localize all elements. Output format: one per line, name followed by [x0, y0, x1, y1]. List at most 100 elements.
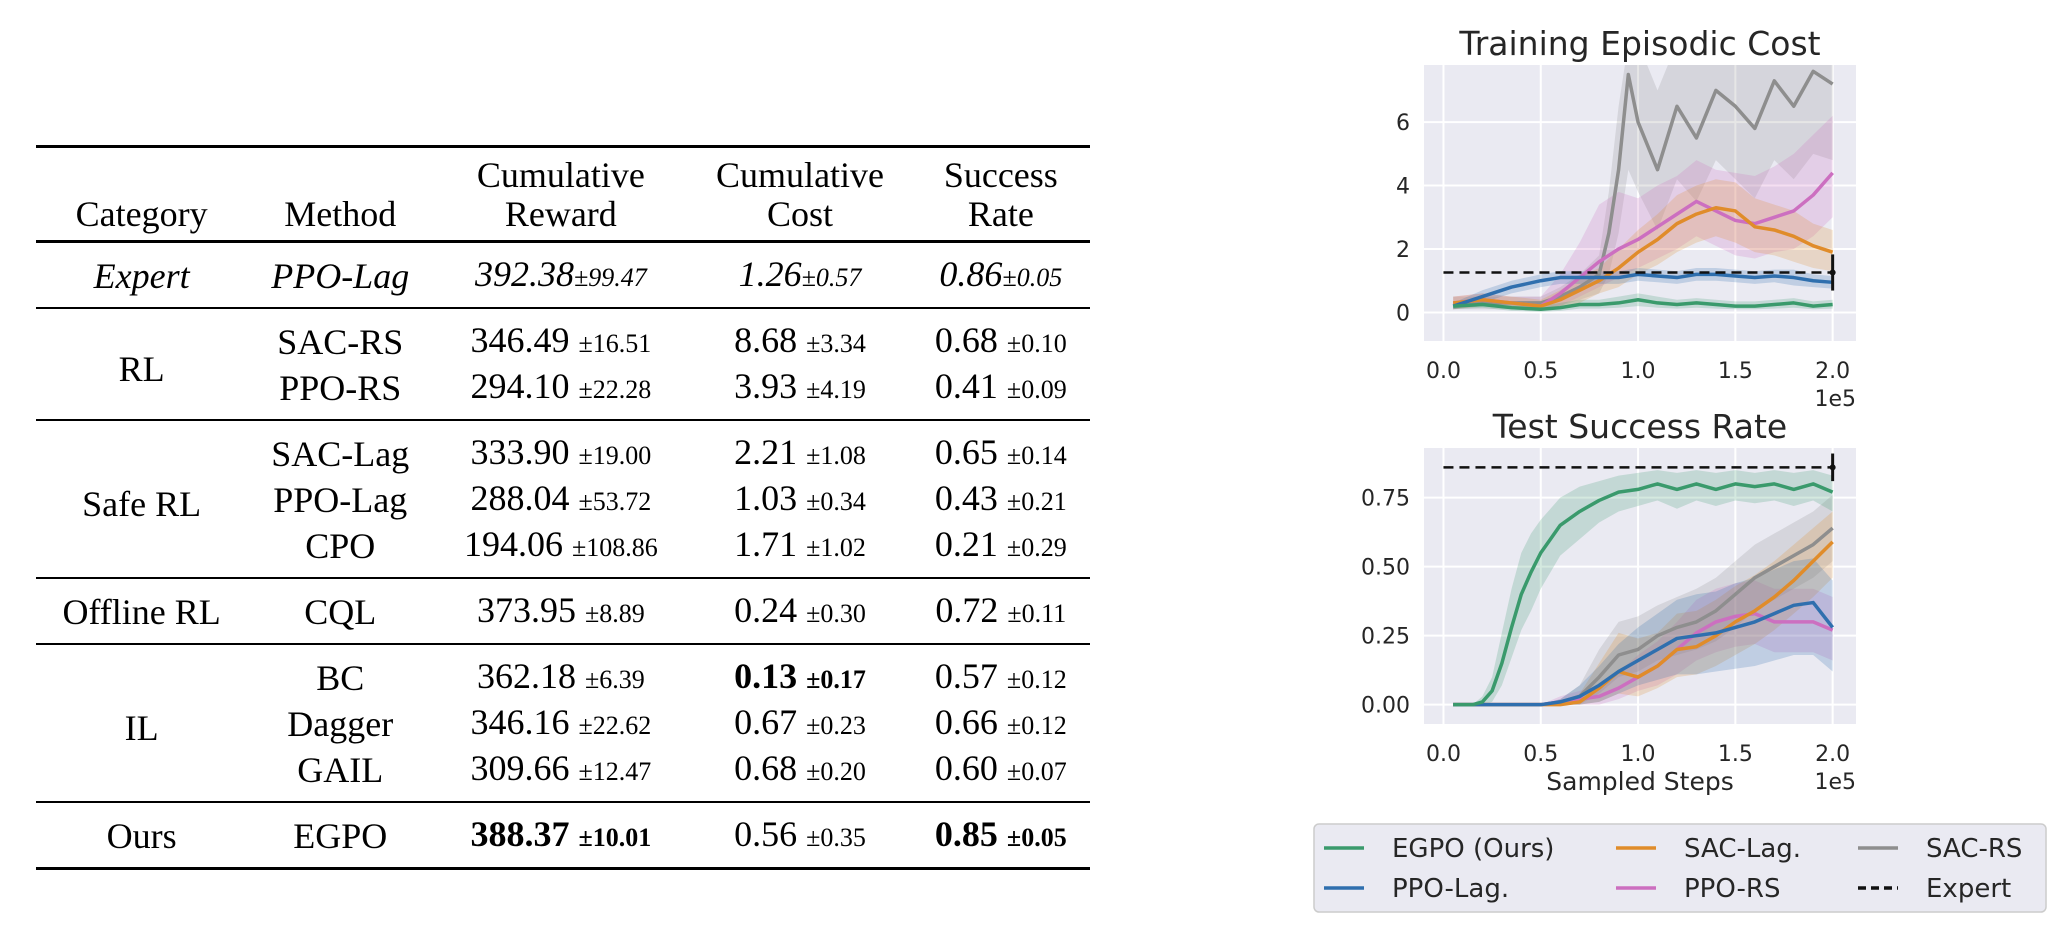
expert-marker [1829, 269, 1836, 276]
cost-mean: 1.03 [734, 478, 798, 518]
legend-label: SAC-Lag. [1684, 834, 1801, 864]
table-row: GAIL 309.66 ±12.47 0.68 ±0.20 0.60 ±0.07 [36, 747, 1090, 802]
header-method: Method [284, 194, 397, 234]
table-row: Expert PPO-Lag 392.38±99.47 1.26±0.57 0.86±0… [36, 242, 1090, 309]
x-axis-label: Sampled Steps [1546, 767, 1734, 796]
legend-box [1313, 823, 2047, 913]
reward-std: ±99.47 [573, 263, 647, 292]
reward-cell: 373.95 ±8.89 [433, 578, 688, 644]
chart-legend: EGPO (Ours) SAC-Lag. SAC-RS PPO-Lag. PPO-RS E… [1313, 823, 2047, 913]
cost-std: ±3.34 [806, 329, 866, 358]
reward-mean: 288.04 [470, 478, 570, 518]
success-rate-cell: 0.57 ±0.12 [912, 644, 1090, 701]
success-mean: 0.57 [934, 656, 998, 696]
reward-std: ±19.00 [578, 441, 652, 470]
cost-mean: 0.13 [734, 656, 798, 696]
chart-test-success-rate: 0.0 0.5 1.0 1.5 2.0 0.00 0.25 0.50 0.75 1e5 Test S… [1361, 407, 1856, 796]
reward-std: ±12.47 [578, 757, 652, 786]
method-cell: PPO-RS [279, 368, 402, 408]
category-cell: Offline RL [62, 592, 221, 632]
reward-mean: 388.37 [470, 814, 570, 854]
results-table-container: Category Method Cumulative Reward Cumulat… [36, 145, 1090, 870]
reward-mean: 373.95 [476, 590, 576, 630]
charts-svg: 0.0 0.5 1.0 1.5 2.0 0 2 4 6 1e5 Training Episodic … [1313, 24, 2047, 913]
reward-std: ±16.51 [578, 329, 652, 358]
legend-item: SAC-RS [1858, 834, 2022, 864]
table-row: Dagger 346.16 ±22.62 0.67 ±0.23 0.66 ±0.12 [36, 701, 1090, 747]
legend-label: PPO-RS [1684, 874, 1781, 904]
cost-cell: 1.71 ±1.02 [688, 523, 911, 578]
success-std: ±0.21 [1006, 487, 1067, 516]
cost-mean: 1.26 [738, 254, 802, 294]
success-rate-cell: 0.43 ±0.21 [912, 477, 1090, 523]
y-tick-label: 0.50 [1361, 556, 1410, 581]
header-success-rate: Success Rate [943, 155, 1058, 234]
method-cell: EGPO [293, 816, 388, 856]
success-mean: 0.41 [934, 366, 998, 406]
method-cell: Dagger [287, 704, 394, 744]
method-cell: SAC-RS [277, 322, 404, 362]
table-group-safe-rl: Safe RL SAC-Lag 333.90 ±19.00 2.21 ±1.08 0.6… [36, 420, 1090, 578]
reward-std: ±22.62 [578, 711, 652, 740]
x-tick-label: 1.0 [1621, 742, 1656, 767]
cost-std: ±0.57 [801, 263, 862, 292]
reward-cell: 392.38±99.47 [433, 242, 688, 309]
y-tick-label: 0 [1396, 301, 1410, 326]
success-rate-cell: 0.68 ±0.10 [912, 308, 1090, 365]
reward-mean: 392.38 [474, 254, 574, 294]
reward-std: ±8.89 [584, 599, 645, 628]
reward-cell: 294.10 ±22.28 [433, 365, 688, 420]
cost-cell: 8.68 ±3.34 [688, 308, 911, 365]
series-line-ppo-lag- [1453, 600, 1835, 707]
success-std: ±0.09 [1006, 375, 1067, 404]
reward-std: ±10.01 [578, 823, 652, 852]
cost-mean: 0.68 [734, 748, 798, 788]
x-tick-label: 0.0 [1426, 742, 1461, 767]
category-cell: Ours [106, 816, 177, 856]
header-category: Category [75, 194, 208, 234]
plot-background [1424, 65, 1856, 341]
table-row: IL BC 362.18 ±6.39 0.13 ±0.17 0.57 ±0.12 [36, 644, 1090, 748]
cost-cell: 0.56 ±0.35 [688, 802, 911, 869]
table-group-il: IL BC 362.18 ±6.39 0.13 ±0.17 0.57 ±0.12 Dagg… [36, 644, 1090, 802]
reward-cell: 309.66 ±12.47 [433, 747, 688, 802]
series-line-ppo-lag- [1452, 272, 1833, 308]
expert-marker [1829, 464, 1836, 471]
x-tick-label: 0.5 [1523, 359, 1558, 384]
success-mean: 0.65 [934, 432, 998, 472]
table-group-rl: RL SAC-RS 346.49 ±16.51 8.68 ±3.34 0.68 ±0.1… [36, 308, 1090, 420]
y-tick-label: 4 [1396, 175, 1410, 200]
success-std: ±0.12 [1006, 665, 1067, 694]
chart-title: Test Success Rate [1492, 407, 1787, 446]
reward-mean: 346.16 [470, 702, 570, 742]
y-tick-label: 0.00 [1361, 694, 1410, 719]
table-group-expert: Expert PPO-Lag 392.38±99.47 1.26±0.57 0.86±0… [36, 242, 1090, 309]
legend-label: EGPO (Ours) [1392, 834, 1554, 864]
success-std: ±0.14 [1006, 441, 1067, 470]
cost-cell: 1.26±0.57 [688, 242, 911, 309]
x-offset-label: 1e5 [1814, 770, 1856, 795]
x-tick-label: 1.5 [1718, 742, 1753, 767]
legend-label: SAC-RS [1926, 834, 2022, 864]
plot-area [1443, 453, 1836, 707]
legend-item: EGPO (Ours) [1324, 834, 1554, 864]
x-offset-label: 1e5 [1814, 387, 1856, 412]
success-mean: 0.86 [939, 254, 1003, 294]
confidence-band-sac-rs [1453, 65, 1833, 310]
reward-std: ±108.86 [571, 533, 658, 562]
cost-std: ±0.34 [806, 487, 866, 516]
cost-mean: 3.93 [734, 366, 798, 406]
success-mean: 0.68 [934, 320, 998, 360]
cost-std: ±0.20 [806, 757, 866, 786]
method-cell: PPO-Lag [271, 256, 410, 296]
success-mean: 0.66 [934, 702, 998, 742]
cost-cell: 1.03 ±0.34 [688, 477, 911, 523]
chart-training-episodic-cost: 0.0 0.5 1.0 1.5 2.0 0 2 4 6 1e5 Training Episodic … [1396, 24, 1856, 412]
cost-std: ±1.02 [806, 533, 866, 562]
confidence-band-ppo-rs [1453, 115, 1833, 311]
success-rate-cell: 0.86±0.05 [912, 242, 1090, 309]
cost-std: ±0.17 [806, 665, 866, 694]
confidence-band-sac-rs [1453, 494, 1833, 705]
method-cell: CQL [304, 592, 377, 632]
method-cell: PPO-Lag [273, 480, 408, 520]
